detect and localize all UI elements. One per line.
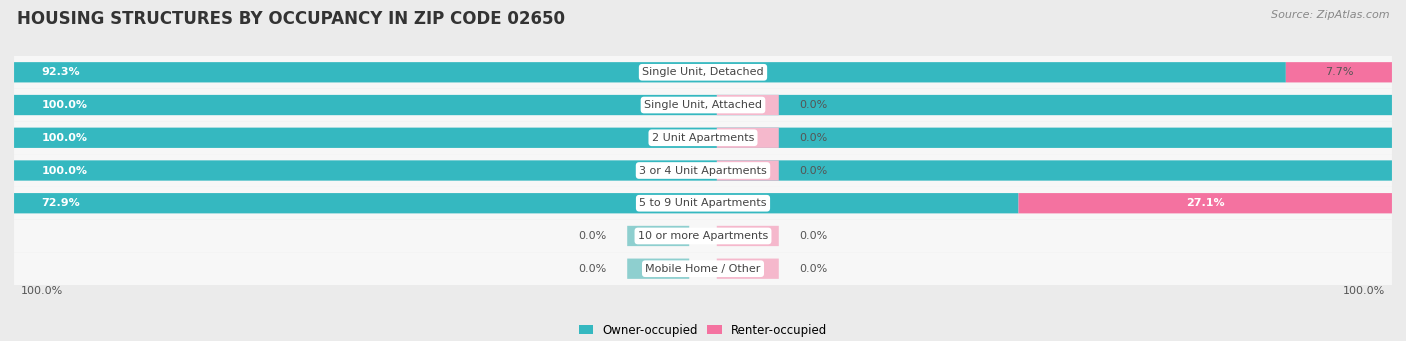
- Text: 0.0%: 0.0%: [800, 264, 828, 274]
- Text: 7.7%: 7.7%: [1324, 67, 1353, 77]
- Text: Single Unit, Attached: Single Unit, Attached: [644, 100, 762, 110]
- FancyBboxPatch shape: [717, 226, 779, 246]
- Text: Source: ZipAtlas.com: Source: ZipAtlas.com: [1271, 10, 1389, 20]
- FancyBboxPatch shape: [14, 121, 1392, 154]
- FancyBboxPatch shape: [627, 226, 689, 246]
- FancyBboxPatch shape: [14, 193, 1018, 213]
- Text: 0.0%: 0.0%: [800, 231, 828, 241]
- Text: 92.3%: 92.3%: [42, 67, 80, 77]
- Text: 3 or 4 Unit Apartments: 3 or 4 Unit Apartments: [640, 165, 766, 176]
- Text: 100.0%: 100.0%: [42, 133, 87, 143]
- FancyBboxPatch shape: [1018, 193, 1392, 213]
- Text: 0.0%: 0.0%: [800, 133, 828, 143]
- Text: 100.0%: 100.0%: [1343, 286, 1385, 296]
- Text: 100.0%: 100.0%: [42, 100, 87, 110]
- FancyBboxPatch shape: [14, 128, 1392, 148]
- Text: HOUSING STRUCTURES BY OCCUPANCY IN ZIP CODE 02650: HOUSING STRUCTURES BY OCCUPANCY IN ZIP C…: [17, 10, 565, 28]
- FancyBboxPatch shape: [14, 160, 1392, 181]
- FancyBboxPatch shape: [627, 258, 689, 279]
- Text: 100.0%: 100.0%: [42, 165, 87, 176]
- Text: 0.0%: 0.0%: [800, 100, 828, 110]
- Text: 0.0%: 0.0%: [578, 231, 606, 241]
- FancyBboxPatch shape: [1286, 62, 1392, 83]
- FancyBboxPatch shape: [717, 160, 779, 181]
- FancyBboxPatch shape: [14, 89, 1392, 121]
- Text: 2 Unit Apartments: 2 Unit Apartments: [652, 133, 754, 143]
- Text: Mobile Home / Other: Mobile Home / Other: [645, 264, 761, 274]
- FancyBboxPatch shape: [14, 220, 1392, 252]
- FancyBboxPatch shape: [14, 187, 1392, 220]
- FancyBboxPatch shape: [14, 252, 1392, 285]
- FancyBboxPatch shape: [717, 258, 779, 279]
- Text: 0.0%: 0.0%: [800, 165, 828, 176]
- Text: Single Unit, Detached: Single Unit, Detached: [643, 67, 763, 77]
- FancyBboxPatch shape: [14, 154, 1392, 187]
- FancyBboxPatch shape: [14, 95, 1392, 115]
- Text: 27.1%: 27.1%: [1185, 198, 1225, 208]
- FancyBboxPatch shape: [717, 128, 779, 148]
- Text: 10 or more Apartments: 10 or more Apartments: [638, 231, 768, 241]
- FancyBboxPatch shape: [14, 56, 1392, 89]
- Text: 72.9%: 72.9%: [42, 198, 80, 208]
- Legend: Owner-occupied, Renter-occupied: Owner-occupied, Renter-occupied: [574, 319, 832, 341]
- FancyBboxPatch shape: [717, 95, 779, 115]
- Text: 5 to 9 Unit Apartments: 5 to 9 Unit Apartments: [640, 198, 766, 208]
- Text: 100.0%: 100.0%: [21, 286, 63, 296]
- Text: 0.0%: 0.0%: [578, 264, 606, 274]
- FancyBboxPatch shape: [14, 62, 1286, 83]
